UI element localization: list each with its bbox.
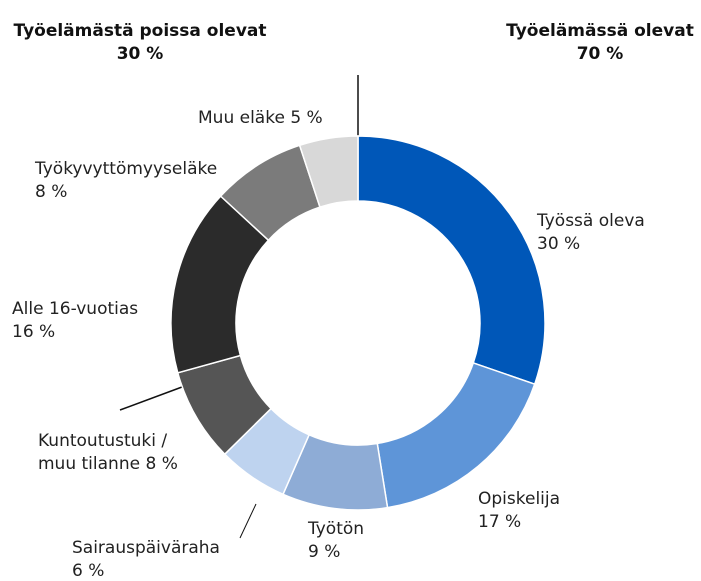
group-label: Työelämässä olevat 70 % xyxy=(470,20,701,66)
value-label: 8 % xyxy=(145,454,178,474)
category-name: Työkyvyttömyyseläke xyxy=(35,159,218,179)
group-name: Työelämässä olevat xyxy=(506,21,694,41)
segment-label: Työkyvyttömyyseläke 8 % xyxy=(35,158,217,204)
value-label: 30 % xyxy=(537,234,581,254)
category-name: Työtön xyxy=(308,519,365,539)
segment-label: Työssä oleva 30 % xyxy=(537,210,645,256)
value-label: 9 % xyxy=(308,542,341,562)
segment-label: Kuntoutustuki / muu tilanne 8 % xyxy=(38,430,178,476)
category-name: Työssä oleva xyxy=(537,211,645,231)
group-label: Työelämästä poissa olevat 30 % xyxy=(0,20,280,66)
donut-segment xyxy=(376,361,536,509)
value-label: 5 % xyxy=(290,108,323,128)
group-name: Työelämästä poissa olevat xyxy=(13,21,267,41)
segment-label: Alle 16-vuotias 16 % xyxy=(12,298,138,344)
donut-segment xyxy=(357,135,546,386)
category-name: Opiskelija xyxy=(478,489,561,509)
leader-line xyxy=(239,503,257,539)
group-divider xyxy=(119,386,183,411)
segment-label: Muu eläke 5 % xyxy=(198,107,323,130)
value-label: 17 % xyxy=(478,512,522,532)
category-name: Alle 16-vuotias xyxy=(12,299,139,319)
category-name: Kuntoutustuki / muu tilanne xyxy=(38,431,168,474)
donut-segment xyxy=(298,135,359,209)
segment-label: Työtön 9 % xyxy=(308,518,364,564)
category-name: Sairauspäiväraha xyxy=(72,538,220,558)
value-label: 8 % xyxy=(35,182,68,202)
segment-label: Opiskelija 17 % xyxy=(478,488,560,534)
value-label: 6 % xyxy=(72,561,105,581)
group-value: 70 % xyxy=(576,44,624,64)
category-name: Muu eläke xyxy=(198,108,285,128)
segment-label: Sairauspäiväraha 6 % xyxy=(72,537,220,581)
value-label: 16 % xyxy=(12,322,56,342)
group-value: 30 % xyxy=(116,44,164,64)
